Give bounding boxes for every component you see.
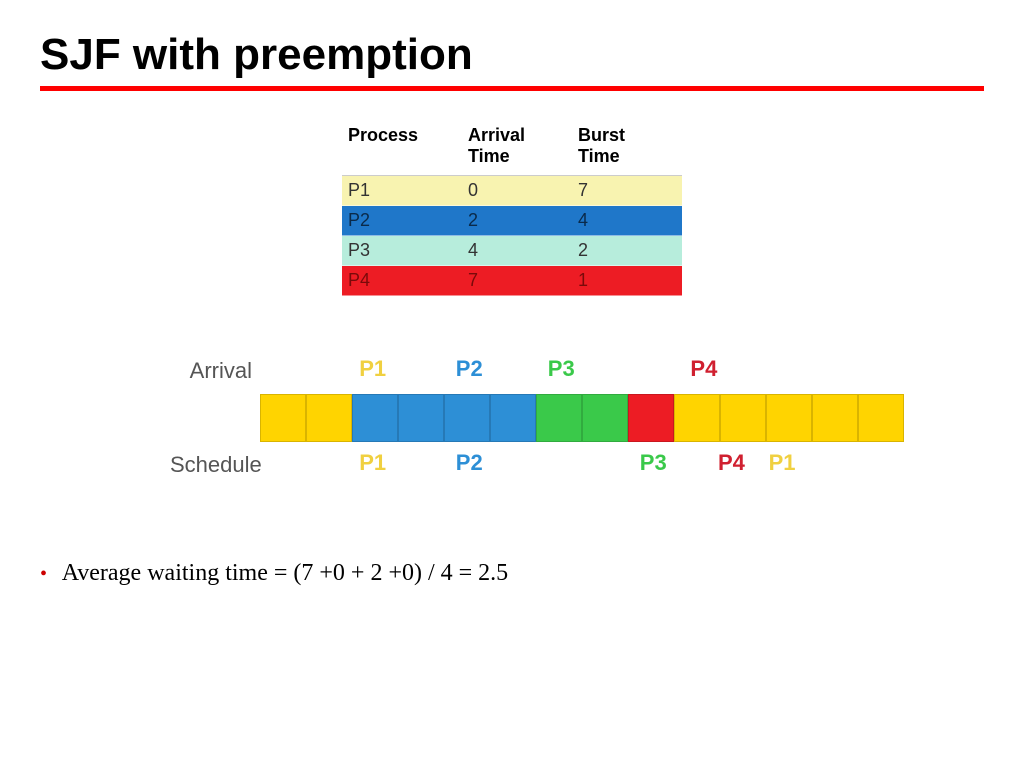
gantt-block-p3 xyxy=(536,394,582,442)
gantt-block-p1 xyxy=(260,394,306,442)
arrival-marker: P1 xyxy=(359,356,386,382)
table-cell: 1 xyxy=(572,266,682,296)
bullet-text: • Average waiting time = (7 +0 + 2 +0) /… xyxy=(40,560,984,587)
table-row: P224 xyxy=(342,206,682,236)
gantt-block-p2 xyxy=(490,394,536,442)
arrival-marker: P3 xyxy=(548,356,575,382)
bullet-icon: • xyxy=(40,563,47,585)
schedule-marker: P3 xyxy=(640,450,667,476)
gantt-block-p1 xyxy=(766,394,812,442)
title-underline xyxy=(40,86,984,91)
table-cell: P3 xyxy=(342,236,462,266)
schedule-marker: P2 xyxy=(456,450,483,476)
gantt-chart: Arrival P1 P2 P3 P4 Schedule P1 P2 P3 P4 P1 xyxy=(170,356,984,480)
table-cell: P4 xyxy=(342,266,462,296)
table-header: ArrivalTime xyxy=(462,121,572,176)
table-cell: 7 xyxy=(572,176,682,206)
gantt-block-p2 xyxy=(398,394,444,442)
process-table: ProcessArrivalTimeBurstTime P107P224P342… xyxy=(342,121,682,296)
arrival-marker: P4 xyxy=(690,356,717,382)
arrival-label: Arrival xyxy=(170,358,260,384)
gantt-block-p3 xyxy=(582,394,628,442)
table-header: BurstTime xyxy=(572,121,682,176)
table-cell: 4 xyxy=(462,236,572,266)
table-row: P471 xyxy=(342,266,682,296)
table-cell: 2 xyxy=(572,236,682,266)
table-cell: 4 xyxy=(572,206,682,236)
schedule-marker: P4 xyxy=(718,450,745,476)
table-cell: 0 xyxy=(462,176,572,206)
table-row: P342 xyxy=(342,236,682,266)
table-cell: P1 xyxy=(342,176,462,206)
schedule-label: Schedule xyxy=(170,452,260,478)
gantt-block-p1 xyxy=(306,394,352,442)
schedule-marker: P1 xyxy=(769,450,796,476)
bullet-content: Average waiting time = (7 +0 + 2 +0) / 4… xyxy=(62,560,508,586)
table-row: P107 xyxy=(342,176,682,206)
table-cell: 2 xyxy=(462,206,572,236)
schedule-marker: P1 xyxy=(359,450,386,476)
table-cell: P2 xyxy=(342,206,462,236)
arrival-marker: P2 xyxy=(456,356,483,382)
table-cell: 7 xyxy=(462,266,572,296)
gantt-block-p1 xyxy=(812,394,858,442)
gantt-block-p2 xyxy=(352,394,398,442)
gantt-block-p2 xyxy=(444,394,490,442)
gantt-block-p1 xyxy=(858,394,904,442)
gantt-block-p1 xyxy=(674,394,720,442)
table-header: Process xyxy=(342,121,462,176)
gantt-block-p1 xyxy=(720,394,766,442)
gantt-block-p4 xyxy=(628,394,674,442)
slide-title: SJF with preemption xyxy=(40,30,984,80)
